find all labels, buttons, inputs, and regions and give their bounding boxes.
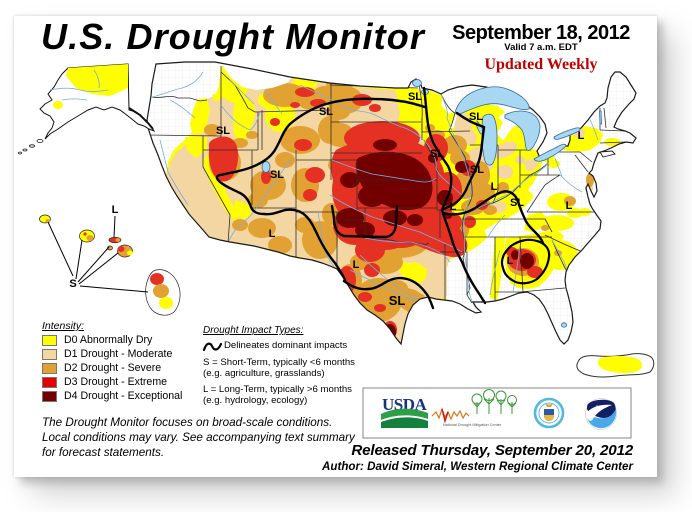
svg-text:SL: SL (319, 106, 333, 118)
svg-text:L: L (491, 181, 498, 193)
svg-text:SL: SL (510, 197, 524, 209)
svg-text:L: L (112, 204, 119, 216)
svg-text:L: L (578, 130, 585, 142)
svg-text:SL: SL (470, 164, 484, 176)
svg-text:SL: SL (270, 169, 284, 181)
svg-text:L: L (450, 201, 457, 213)
svg-text:SL: SL (430, 148, 444, 160)
svg-text:SL: SL (389, 293, 406, 308)
svg-text:L: L (353, 259, 360, 271)
svg-text:SL: SL (408, 91, 422, 103)
svg-text:SL: SL (216, 125, 230, 137)
svg-text:L: L (507, 255, 514, 267)
svg-text:S: S (69, 278, 76, 290)
svg-text:L: L (269, 228, 276, 240)
svg-text:noaa: noaa (596, 404, 606, 409)
svg-text:USDA: USDA (382, 395, 428, 414)
svg-text:L: L (566, 200, 573, 212)
svg-text:National Drought Mitigation Ce: National Drought Mitigation Center (443, 423, 502, 427)
svg-text:SL: SL (469, 111, 483, 123)
